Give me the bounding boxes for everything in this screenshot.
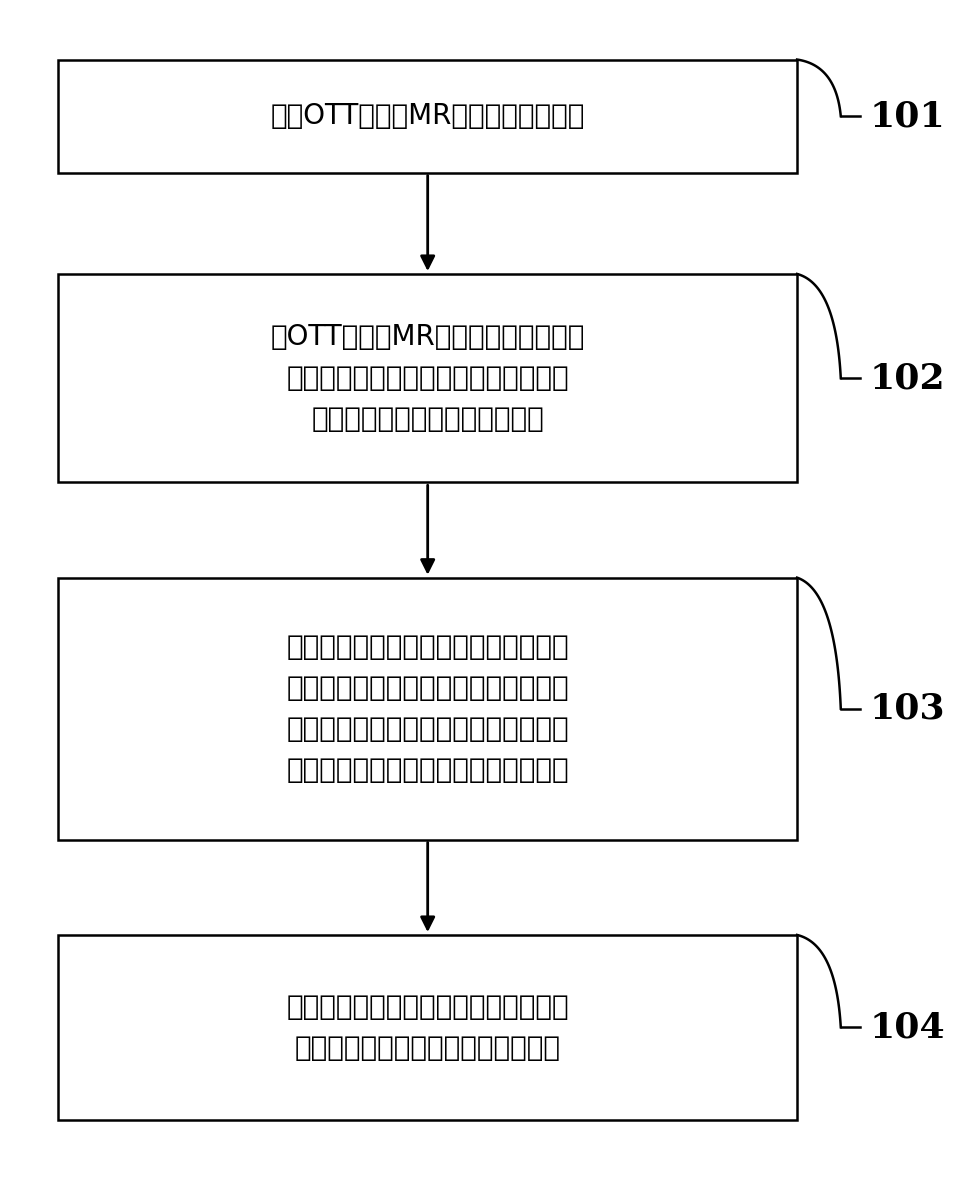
Bar bbox=[58, 274, 797, 482]
Bar bbox=[58, 935, 797, 1120]
Text: 104: 104 bbox=[870, 1010, 946, 1045]
Text: 103: 103 bbox=[870, 692, 946, 725]
Text: 102: 102 bbox=[870, 361, 946, 395]
Text: 101: 101 bbox=[870, 99, 946, 133]
Bar bbox=[58, 578, 797, 840]
Text: 基于各个终端对应的位置信息，将各个
终端定位到相应的栅格中，并基于每一
个栅格中的各个终端对应的网络质量信
息，定位出相应栅格中的初始质差终端: 基于各个终端对应的位置信息，将各个 终端定位到相应的栅格中，并基于每一 个栅格中… bbox=[287, 632, 569, 785]
Text: 基于每一个栅格中的初始质差终端，定
位出移动通信网络中的目标质差终端: 基于每一个栅格中的初始质差终端，定 位出移动通信网络中的目标质差终端 bbox=[287, 992, 569, 1062]
Bar bbox=[58, 60, 797, 173]
Text: 采集OTT数据、MR数据和信令面数据: 采集OTT数据、MR数据和信令面数据 bbox=[270, 102, 585, 130]
Text: 对OTT数据、MR数据和信令面数据进
行分析，得到移动通信网络中各个终端
对应的位置信息和网络质量信息: 对OTT数据、MR数据和信令面数据进 行分析，得到移动通信网络中各个终端 对应的… bbox=[270, 323, 585, 434]
